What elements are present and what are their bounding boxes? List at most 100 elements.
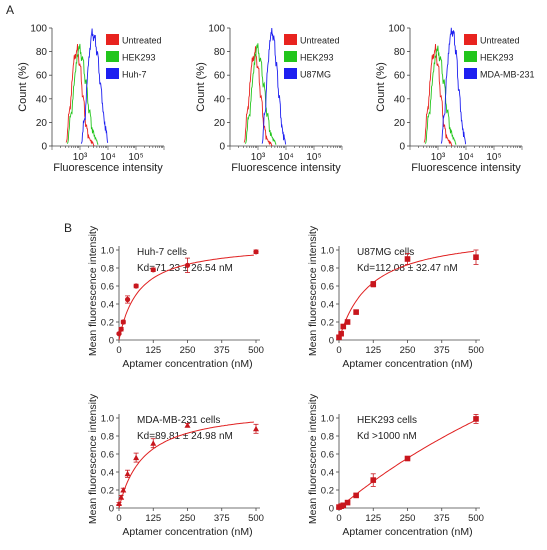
y-tick-label: 60 [214, 71, 226, 82]
x-axis-title: Aptamer concentration (nM) [122, 526, 252, 538]
x-tick-label: 10³ [431, 152, 446, 163]
data-point [344, 499, 351, 506]
legend-swatch [464, 51, 477, 62]
y-tick-label: 0 [109, 336, 114, 347]
y-tick-label: 40 [214, 94, 226, 105]
chart-title: MDA-MB-231 cells [137, 415, 220, 426]
y-tick-label: 0.8 [101, 432, 114, 443]
x-axis-title: Fluorescence intensity [231, 162, 341, 174]
y-tick-label: 20 [394, 118, 406, 129]
y-axis-title: Mean fluorescence intensity [307, 393, 319, 524]
x-tick-label: 500 [468, 345, 484, 356]
legend-swatch [284, 51, 297, 62]
y-tick-label: 80 [214, 47, 226, 58]
y-tick-label: 0.8 [321, 432, 334, 443]
y-tick-label: 1.0 [101, 246, 114, 257]
histogram-series-line [244, 43, 277, 145]
y-tick-label: 60 [394, 71, 406, 82]
y-tick-label: 0.4 [321, 300, 334, 311]
y-tick-label: 1.0 [321, 414, 334, 425]
y-tick-label: 0 [329, 336, 334, 347]
binding-chart: 0 0.2 0.4 0.6 0.8 1.0 0 125 250 375 500 Aptamer con… [307, 393, 484, 538]
data-point [116, 331, 122, 337]
y-tick-label: 1.0 [101, 414, 114, 425]
data-point [340, 502, 347, 509]
y-tick-label: 40 [36, 94, 48, 105]
x-tick-label: 125 [365, 345, 381, 356]
y-tick-label: 80 [394, 47, 406, 58]
x-tick-label: 500 [248, 345, 264, 356]
data-point [253, 425, 259, 432]
x-tick-label: 250 [400, 513, 416, 524]
legend-label: MDA-MB-231 [480, 70, 535, 80]
data-point [336, 334, 342, 341]
kd-annotation: Kd=71.23 ± 26.54 nM [137, 263, 233, 274]
chart-title: HEK293 cells [357, 415, 417, 426]
y-tick-label: 0.6 [101, 450, 114, 461]
x-tick-label: 250 [400, 345, 416, 356]
x-tick-label: 10³ [251, 152, 266, 163]
kd-annotation: Kd >1000 nM [357, 431, 417, 442]
legend-label: Untreated [122, 36, 162, 46]
binding-chart: 0 0.2 0.4 0.6 0.8 1.0 0 125 250 375 500 Aptamer con… [307, 225, 484, 370]
legend-swatch [464, 68, 477, 79]
legend-label: Untreated [300, 36, 340, 46]
data-point [404, 455, 411, 462]
x-tick-label: 10⁴ [458, 152, 473, 163]
fit-curve [338, 250, 474, 341]
x-tick-label: 375 [214, 513, 230, 524]
x-tick-label: 500 [468, 513, 484, 524]
y-tick-label: 0.4 [101, 300, 114, 311]
y-tick-label: 0.2 [101, 486, 114, 497]
y-tick-label: 0.8 [101, 264, 114, 275]
kd-annotation: Kd=89.81 ± 24.98 nM [137, 431, 233, 442]
y-tick-label: 0 [219, 142, 225, 153]
data-point [338, 330, 344, 337]
x-tick-label: 0 [336, 513, 341, 524]
data-point [404, 256, 411, 262]
y-tick-label: 0 [399, 142, 405, 153]
legend-label: HEK293 [122, 53, 156, 63]
y-tick-label: 0.2 [101, 318, 114, 329]
legend-swatch [106, 51, 119, 62]
data-point [118, 494, 125, 500]
legend-swatch [284, 68, 297, 79]
y-axis-title: Mean fluorescence intensity [87, 393, 99, 524]
y-tick-label: 40 [394, 94, 406, 105]
y-axis-title: Count (%) [375, 62, 387, 112]
y-tick-label: 0 [329, 504, 334, 515]
legend-label: HEK293 [480, 53, 514, 63]
data-point [353, 492, 359, 499]
x-tick-label: 375 [434, 345, 450, 356]
y-tick-label: 0.6 [101, 282, 114, 293]
x-tick-label: 125 [145, 345, 161, 356]
histogram-series-line [65, 43, 95, 147]
data-point [473, 416, 479, 422]
binding-chart: 0 0.2 0.4 0.6 0.8 1.0 0 125 250 375 500 Aptamer con… [87, 393, 264, 538]
y-tick-label: 80 [36, 47, 48, 58]
histogram-series-line [80, 28, 109, 144]
y-axis-title: Count (%) [195, 62, 207, 112]
chart-title: Huh-7 cells [137, 247, 187, 258]
x-axis-title: Aptamer concentration (nM) [342, 358, 472, 370]
legend-swatch [106, 34, 119, 45]
x-tick-label: 0 [116, 513, 121, 524]
y-tick-label: 0.2 [321, 486, 334, 497]
histogram-series-line [66, 43, 99, 145]
y-tick-label: 0.4 [101, 468, 114, 479]
data-point [118, 326, 124, 332]
y-tick-label: 0.4 [321, 468, 334, 479]
data-point [124, 296, 131, 303]
x-tick-label: 10⁵ [128, 152, 143, 163]
histogram-series-line [261, 27, 287, 145]
data-point [370, 477, 377, 483]
y-tick-label: 100 [30, 24, 47, 35]
histogram-series-line [440, 27, 467, 145]
x-tick-label: 10³ [73, 152, 88, 163]
histogram-series-line [243, 46, 273, 147]
data-point [150, 267, 156, 273]
data-point [253, 249, 259, 255]
y-axis-title: Mean fluorescence intensity [87, 225, 99, 356]
x-tick-label: 10⁴ [278, 152, 293, 163]
